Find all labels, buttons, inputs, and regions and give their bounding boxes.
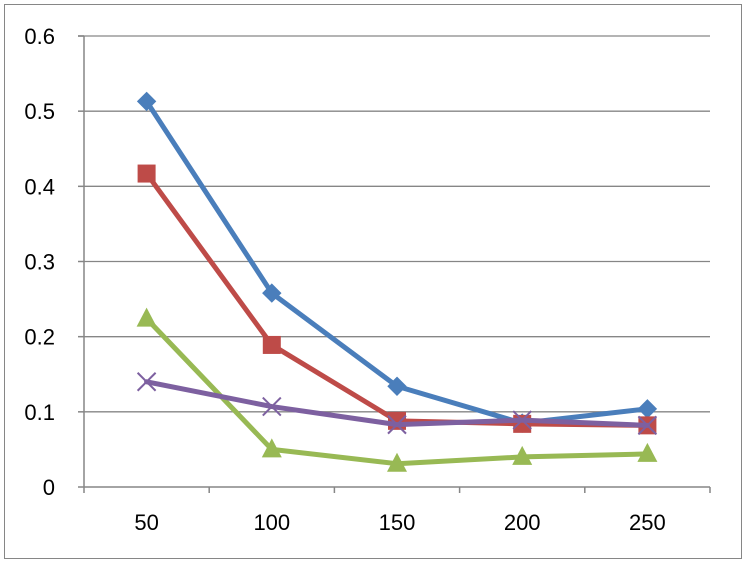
data-point (512, 410, 532, 430)
chart-frame (4, 4, 742, 559)
data-point (387, 376, 407, 396)
data-point (137, 164, 156, 183)
y-tick-label: 0.6 (24, 24, 55, 49)
data-point (136, 372, 157, 392)
y-tick-label: 0.3 (24, 250, 55, 275)
data-point (387, 414, 407, 435)
data-point (637, 399, 658, 419)
gridlines (84, 35, 710, 413)
x-tick-labels: 50 100 150 200 250 (134, 510, 665, 535)
data-point (512, 445, 533, 465)
data-point (387, 452, 407, 472)
data-point-stroke (387, 414, 407, 435)
x-tick-label: 150 (379, 510, 416, 535)
data-point-stroke (262, 396, 282, 417)
series-group (136, 91, 658, 472)
data-point (637, 415, 658, 436)
y-tick-label: 0.2 (24, 325, 55, 350)
data-point (262, 283, 282, 303)
data-point (136, 91, 157, 112)
data-point-stroke (136, 372, 157, 392)
y-tick-label: 0.5 (24, 99, 55, 124)
data-point (262, 335, 281, 354)
data-point (388, 411, 406, 430)
data-point-stroke (512, 410, 532, 430)
x-tick-label: 200 (504, 510, 541, 535)
data-point (136, 307, 157, 327)
series-line (144, 98, 650, 426)
data-point (261, 438, 282, 458)
x-tick-label: 100 (253, 510, 290, 535)
data-point (637, 442, 658, 462)
axes (78, 35, 711, 493)
y-tick-label: 0.1 (24, 400, 55, 425)
data-point (262, 396, 282, 417)
data-point-stroke (637, 415, 658, 436)
x-tick-label: 250 (629, 510, 666, 535)
y-tick-label: 0.4 (24, 174, 55, 199)
y-tick-label: 0 (43, 475, 55, 500)
y-tick-labels: 0 0.1 0.2 0.3 0.4 0.5 0.6 (24, 24, 55, 500)
data-point (513, 414, 532, 433)
x-tick-label: 50 (134, 510, 158, 535)
